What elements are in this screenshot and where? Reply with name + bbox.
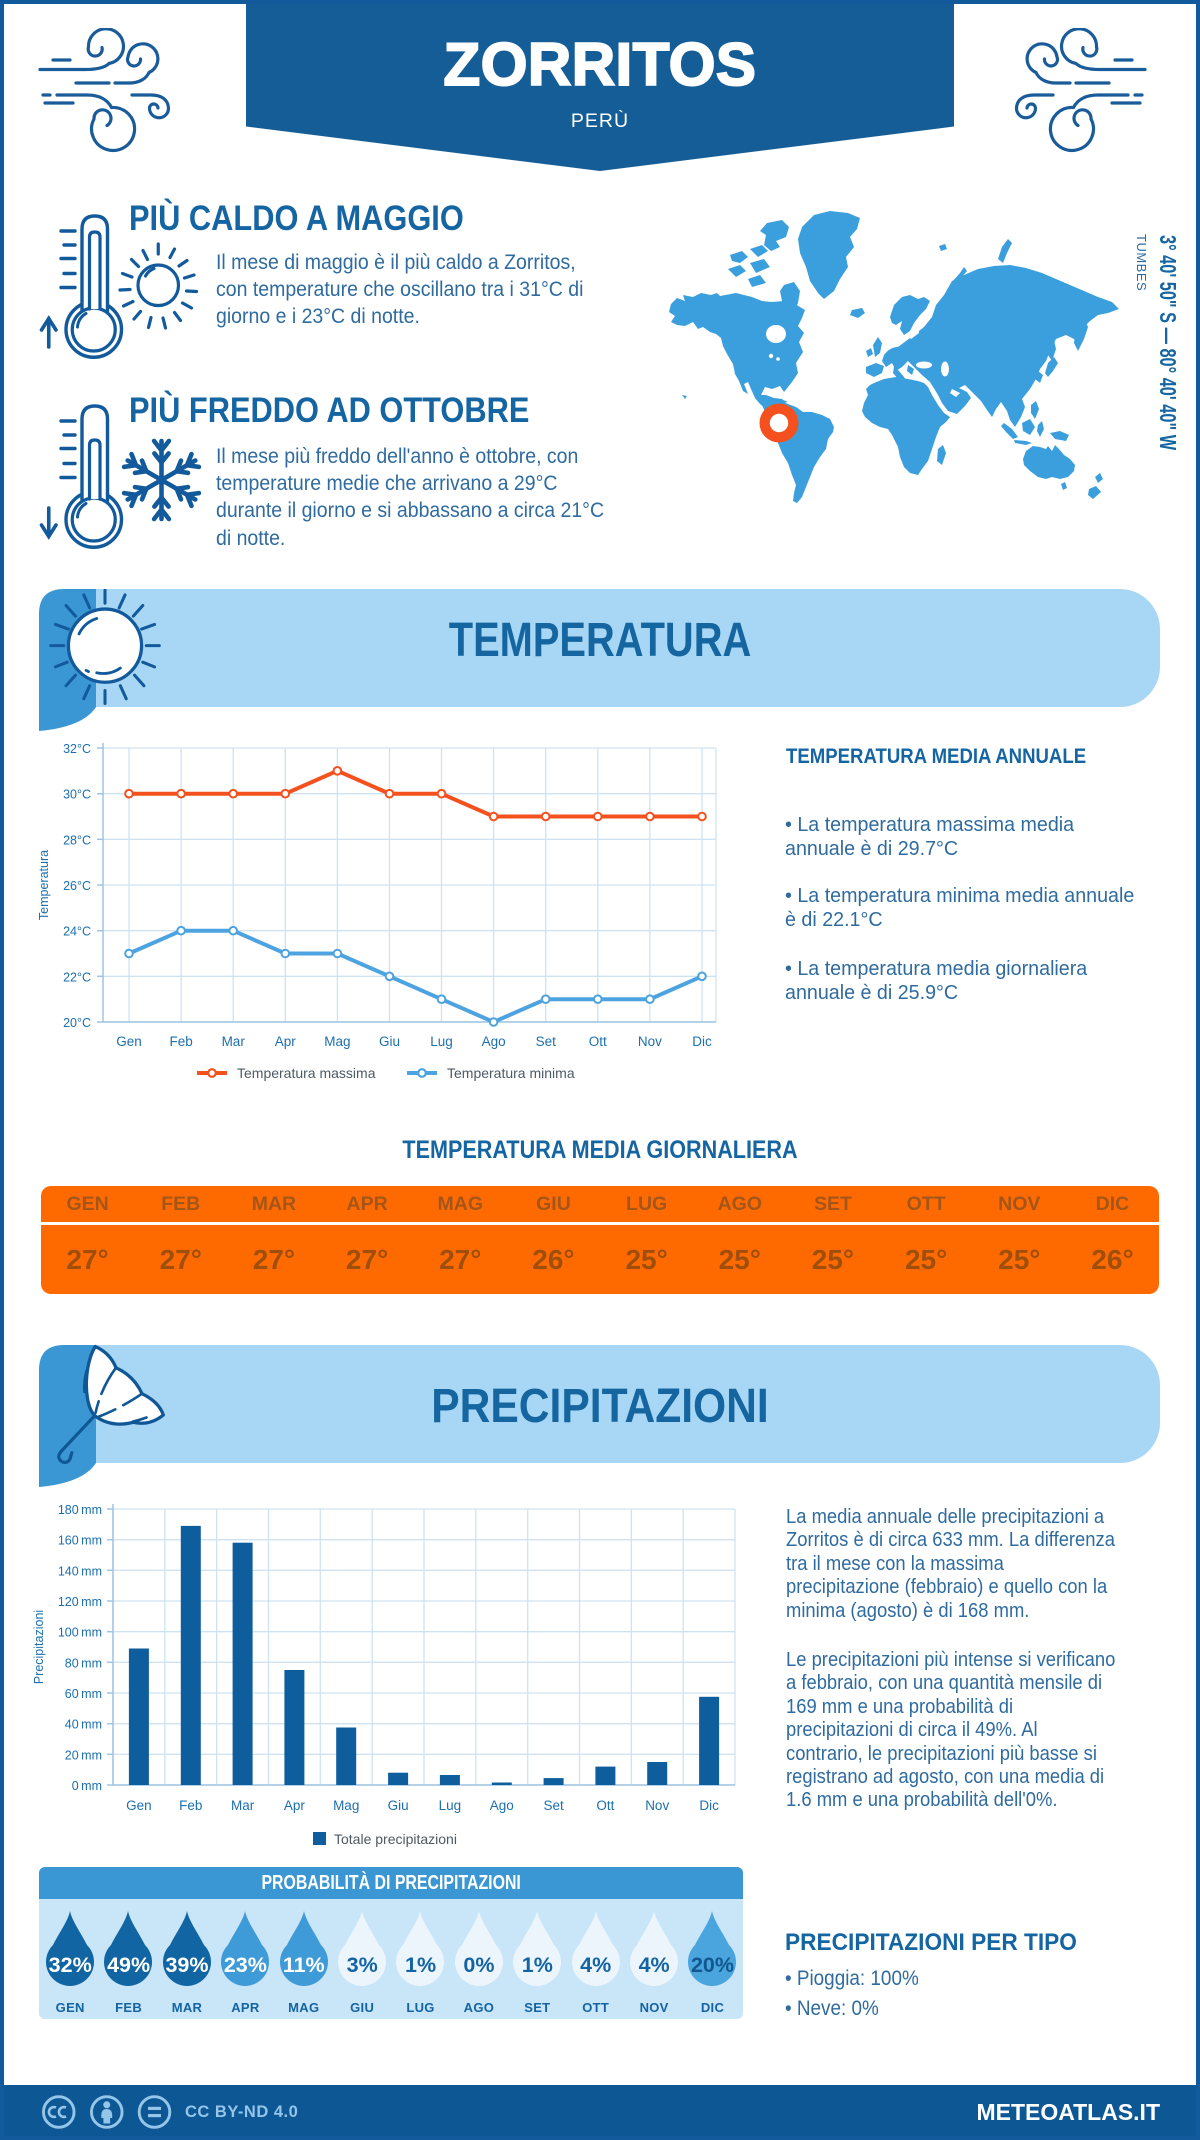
svg-text:120 mm: 120 mm xyxy=(58,1595,102,1609)
svg-text:26°C: 26°C xyxy=(63,879,91,893)
svg-text:180 mm: 180 mm xyxy=(58,1503,102,1517)
svg-text:Ago: Ago xyxy=(490,1798,514,1813)
svg-text:Totale precipitazioni: Totale precipitazioni xyxy=(334,1831,457,1847)
svg-text:Nov: Nov xyxy=(638,1034,662,1049)
svg-text:Temperatura: Temperatura xyxy=(37,850,51,920)
svg-text:20 mm: 20 mm xyxy=(65,1748,102,1762)
svg-text:Gen: Gen xyxy=(116,1034,142,1049)
svg-text:Mar: Mar xyxy=(231,1798,255,1813)
svg-text:Temperatura massima: Temperatura massima xyxy=(237,1065,376,1081)
svg-text:30°C: 30°C xyxy=(63,788,91,802)
svg-text:Mag: Mag xyxy=(333,1798,359,1813)
svg-text:24°C: 24°C xyxy=(63,925,91,939)
svg-text:Lug: Lug xyxy=(430,1034,453,1049)
svg-text:Ott: Ott xyxy=(596,1798,614,1813)
svg-text:Set: Set xyxy=(543,1798,564,1813)
svg-text:Mar: Mar xyxy=(222,1034,246,1049)
svg-text:Lug: Lug xyxy=(439,1798,462,1813)
svg-text:Feb: Feb xyxy=(169,1034,192,1049)
svg-text:28°C: 28°C xyxy=(63,833,91,847)
svg-text:Ott: Ott xyxy=(589,1034,607,1049)
svg-text:Gen: Gen xyxy=(126,1798,152,1813)
svg-text:Apr: Apr xyxy=(275,1034,297,1049)
svg-text:32°C: 32°C xyxy=(63,742,91,756)
svg-text:Set: Set xyxy=(536,1034,557,1049)
svg-text:100 mm: 100 mm xyxy=(58,1626,102,1640)
svg-text:Giu: Giu xyxy=(379,1034,400,1049)
svg-text:Dic: Dic xyxy=(699,1798,719,1813)
svg-text:Ago: Ago xyxy=(482,1034,506,1049)
svg-text:60 mm: 60 mm xyxy=(65,1687,102,1701)
svg-text:40 mm: 40 mm xyxy=(65,1718,102,1732)
svg-text:Dic: Dic xyxy=(692,1034,712,1049)
svg-text:Mag: Mag xyxy=(324,1034,350,1049)
svg-text:140 mm: 140 mm xyxy=(58,1564,102,1578)
svg-text:Nov: Nov xyxy=(645,1798,669,1813)
svg-text:Feb: Feb xyxy=(179,1798,202,1813)
svg-text:160 mm: 160 mm xyxy=(58,1534,102,1548)
svg-text:Temperatura minima: Temperatura minima xyxy=(447,1065,575,1081)
svg-text:22°C: 22°C xyxy=(63,970,91,984)
svg-text:80 mm: 80 mm xyxy=(65,1656,102,1670)
svg-text:20°C: 20°C xyxy=(63,1016,91,1030)
svg-text:Apr: Apr xyxy=(284,1798,306,1813)
svg-text:Giu: Giu xyxy=(388,1798,409,1813)
svg-text:Precipitazioni: Precipitazioni xyxy=(32,1610,46,1684)
svg-text:0 mm: 0 mm xyxy=(72,1779,102,1793)
